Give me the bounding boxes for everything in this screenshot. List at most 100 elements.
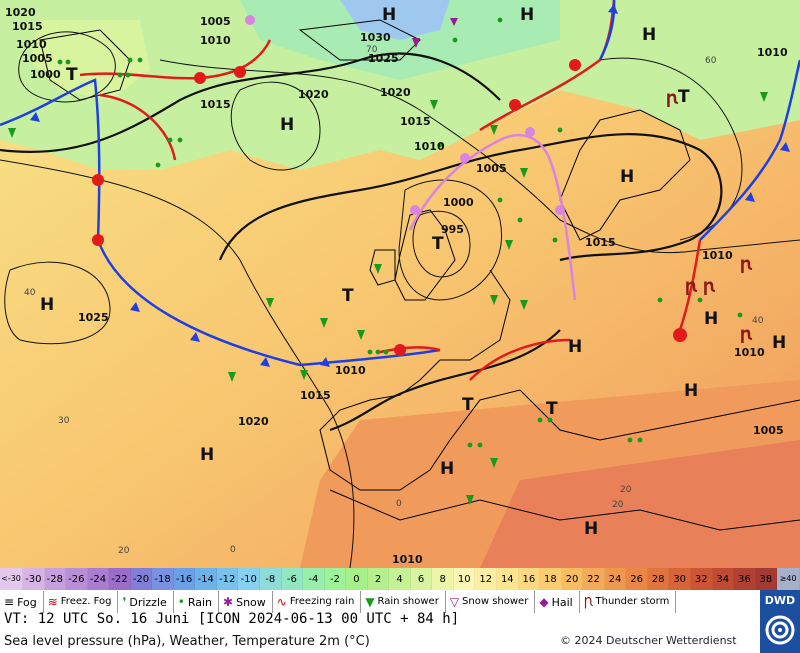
svg-text:Ꞃ: Ꞃ bbox=[740, 328, 753, 344]
isobar-label: 1025 bbox=[78, 311, 109, 324]
hail-icon: ◆ bbox=[539, 595, 549, 609]
temperature-isoline-label: 30 bbox=[58, 416, 70, 426]
cold-front bbox=[0, 78, 441, 367]
isobar-label: 1010 bbox=[414, 140, 445, 153]
isobar-label: 1020 bbox=[238, 415, 269, 428]
pressure-centers: H H H H H H H H H H H H H T T T T T T bbox=[40, 5, 786, 539]
temperature-isoline-label: 40 bbox=[752, 316, 764, 326]
dwd-logo: DWD bbox=[760, 590, 800, 653]
high-pressure-center: H bbox=[382, 5, 396, 25]
high-pressure-center: H bbox=[620, 167, 634, 187]
ireland-coast bbox=[369, 249, 396, 286]
temperature-isoline-labels: 40 30 20 60 70 0 40 20 0 20 bbox=[24, 45, 764, 556]
dwd-logo-text: DWD bbox=[764, 594, 796, 607]
scale-cell: 20 bbox=[561, 568, 584, 590]
isobar-label: 1020 bbox=[380, 86, 411, 99]
scale-cell: -6 bbox=[281, 568, 304, 590]
low-pressure-center: T bbox=[546, 399, 558, 419]
legend-label: Drizzle bbox=[129, 595, 167, 609]
isobar-label: 1005 bbox=[753, 424, 784, 437]
snow-shower-icon: ▽ bbox=[449, 595, 460, 609]
drizzle-icon: ❜ bbox=[122, 595, 127, 609]
fog-icon: ≡ bbox=[4, 595, 15, 609]
scale-cell: 14 bbox=[497, 568, 519, 590]
high-pressure-center: H bbox=[440, 459, 454, 479]
isobar-label: 1030 bbox=[360, 31, 391, 44]
snow-icon: ✱ bbox=[223, 595, 234, 609]
thunderstorm-icon: Ꞃ bbox=[583, 595, 593, 609]
high-pressure-center: H bbox=[642, 25, 656, 45]
isobar-label: 1010 bbox=[757, 46, 788, 59]
legend-label: Fog bbox=[17, 595, 37, 609]
scale-cell: -22 bbox=[109, 568, 131, 590]
legend-item: ▼ Rain shower bbox=[361, 591, 446, 613]
iceland-coast bbox=[39, 29, 131, 101]
scale-cell: 16 bbox=[518, 568, 541, 590]
scale-cell: 18 bbox=[540, 568, 562, 590]
legend-item: ≡ Fog bbox=[0, 591, 44, 613]
occlusion-markers bbox=[245, 15, 565, 215]
scale-cell: 8 bbox=[432, 568, 454, 590]
temperature-scale: <-30 -30 -28 -26 -24 -22 -20 -18 -16 -14 -12 -10 -8-… bbox=[0, 568, 800, 590]
scale-cell: -28 bbox=[44, 568, 67, 590]
high-pressure-center: H bbox=[280, 115, 294, 135]
legend-item: ≋ Freez. Fog bbox=[44, 591, 119, 613]
isobar-label: 1015 bbox=[300, 389, 331, 402]
temperature-isoline-label: 20 bbox=[118, 546, 130, 556]
isobar-label: 995 bbox=[441, 223, 464, 236]
legend-item: ∿ Freezing rain bbox=[273, 591, 362, 613]
main-isobars bbox=[0, 52, 723, 432]
low-pressure-center: T bbox=[432, 234, 444, 254]
scale-cell: 34 bbox=[712, 568, 735, 590]
legend-label: Snow shower bbox=[462, 596, 529, 607]
snow-symbols bbox=[412, 18, 458, 48]
scale-cell: -26 bbox=[66, 568, 88, 590]
scale-cell: -14 bbox=[195, 568, 217, 590]
arctic-region bbox=[30, 20, 150, 100]
weather-legend: ≡ Fog ≋ Freez. Fog ❜ Drizzle • Rain ✱ Snow ∿ Freezi… bbox=[0, 590, 760, 614]
temperature-isoline-label: 0 bbox=[396, 499, 402, 509]
legend-item: ✱ Snow bbox=[219, 591, 273, 613]
isobar-label: 1010 bbox=[335, 364, 366, 377]
svg-text:Ꞃ: Ꞃ bbox=[703, 280, 716, 296]
isobar-label: 1015 bbox=[200, 98, 231, 111]
scale-cell: -4 bbox=[303, 568, 325, 590]
very-cold-region bbox=[340, 0, 450, 40]
legend-item: ◆ Hail bbox=[535, 591, 580, 613]
high-pressure-center: H bbox=[704, 309, 718, 329]
isobar-label: 1020 bbox=[298, 88, 329, 101]
warm-front-norway bbox=[479, 0, 616, 132]
map-description: Sea level pressure (hPa), Weather, Tempe… bbox=[4, 634, 370, 649]
temperature-isoline-label: 0 bbox=[230, 545, 236, 555]
legend-label: Freezing rain bbox=[289, 596, 355, 607]
isobar-label: 1015 bbox=[585, 236, 616, 249]
isobar-label: 1015 bbox=[12, 20, 43, 33]
scale-cell: -18 bbox=[152, 568, 174, 590]
legend-label: Rain shower bbox=[377, 596, 439, 607]
hot-region bbox=[480, 440, 800, 568]
scale-cell: -20 bbox=[130, 568, 153, 590]
scale-cell: 0 bbox=[346, 568, 368, 590]
isobar-label: 1015 bbox=[400, 115, 431, 128]
rain-icon: • bbox=[177, 595, 185, 609]
scale-cell: 24 bbox=[604, 568, 627, 590]
low-pressure-center: T bbox=[66, 65, 78, 85]
isobar-label: 1005 bbox=[200, 15, 231, 28]
warm-front-iceland bbox=[99, 93, 177, 161]
high-pressure-center: H bbox=[684, 381, 698, 401]
low-pressure-center: T bbox=[462, 395, 474, 415]
scale-cell: 38 bbox=[755, 568, 778, 590]
legend-label: Hail bbox=[551, 595, 573, 609]
isobar-label: 1010 bbox=[734, 346, 765, 359]
pressure-labels: 1020 1015 1010 1005 1000 1005 1010 1015 1020 1030… bbox=[5, 6, 788, 566]
svg-text:Ꞃ: Ꞃ bbox=[666, 92, 679, 108]
isobar-label: 1005 bbox=[22, 52, 53, 65]
isobar-label: 1000 bbox=[443, 196, 474, 209]
scale-cell: -8 bbox=[260, 568, 282, 590]
freezing-rain-icon: ∿ bbox=[276, 595, 287, 609]
temperature-isoline-label: 40 bbox=[24, 288, 36, 298]
temperature-isoline-label: 20 bbox=[620, 485, 632, 495]
scale-cell: -16 bbox=[173, 568, 196, 590]
legend-item: ▽ Snow shower bbox=[446, 591, 536, 613]
